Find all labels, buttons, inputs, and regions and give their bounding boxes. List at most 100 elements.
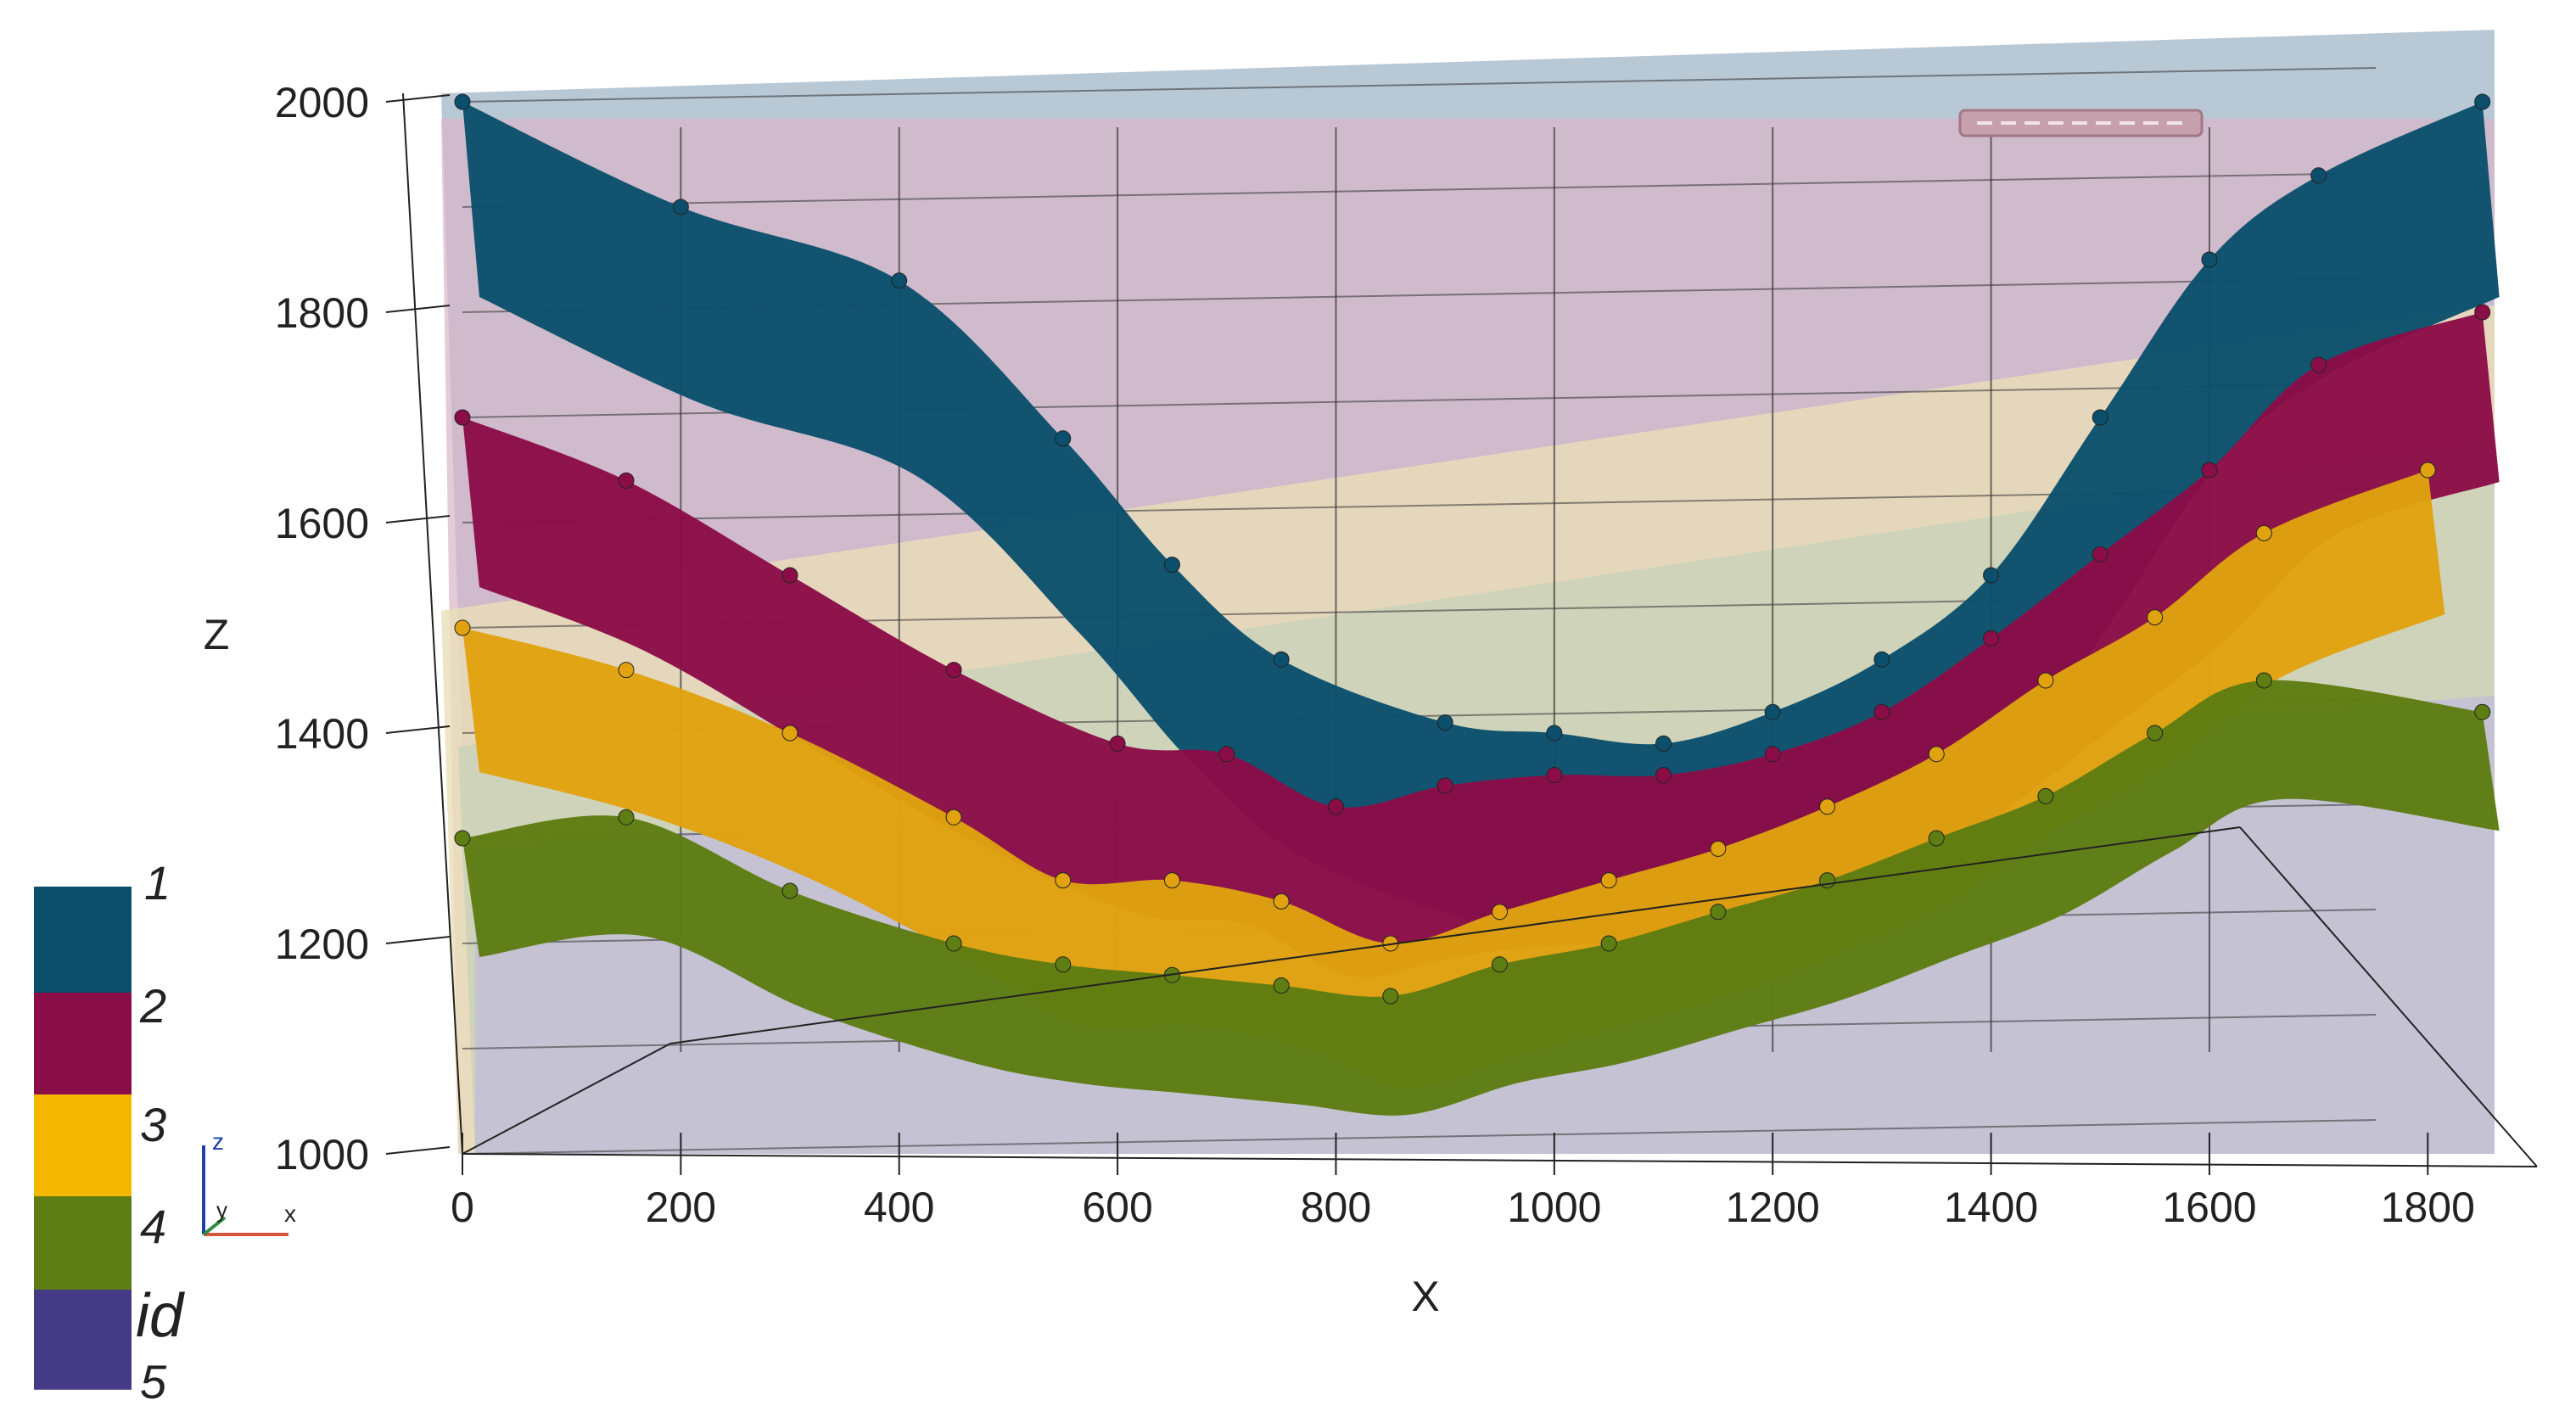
surface-2-point: [1546, 767, 1563, 784]
x-tick-label: 200: [646, 1184, 716, 1231]
legend-swatch-1: [34, 887, 132, 993]
z-tick-mark: [385, 305, 451, 313]
legend-swatch-4: [34, 1196, 132, 1290]
x-tick-label: 600: [1082, 1184, 1152, 1231]
legend-swatch-3: [34, 1094, 132, 1196]
surface-2-point: [2092, 546, 2108, 563]
surface-1-point: [1055, 430, 1072, 447]
z-tick-mark: [385, 1146, 451, 1155]
surface-3-point: [1819, 798, 1836, 815]
z-tick-mark: [385, 94, 451, 103]
surface-4-point: [781, 882, 798, 899]
surface-layers: [454, 93, 2500, 1116]
surface-3-point: [781, 725, 798, 742]
surface-4-point: [1492, 956, 1508, 973]
triad-y-label: y: [216, 1197, 227, 1223]
legend-label-3: 3: [140, 1098, 166, 1151]
z-tick-mark: [385, 515, 451, 523]
surface-4-point: [2474, 703, 2491, 720]
z-axis-ticks: 1000 1200 1400 1600 1800 2000: [275, 79, 451, 1178]
surface-3-point: [1710, 840, 1727, 857]
legend-swatch-5: [34, 1290, 132, 1390]
surface-4-point: [2255, 672, 2272, 689]
grid-line-z: [462, 67, 2377, 103]
surface-2-point: [1764, 746, 1781, 763]
surface-2-point: [1109, 735, 1126, 752]
surface-4-point: [1273, 977, 1290, 994]
axis-box: [402, 92, 2538, 1167]
surface-1-point: [2092, 409, 2108, 426]
legend-label-2: 2: [139, 979, 166, 1033]
surface-4-point: [1382, 988, 1399, 1005]
surface-2-point: [1983, 630, 2000, 647]
triad-z-label: z: [212, 1128, 224, 1155]
surface-2-point: [1327, 798, 1344, 815]
surface-1-point: [1764, 703, 1781, 720]
legend-label-4: 4: [140, 1200, 166, 1253]
surface-1-point: [2474, 93, 2491, 110]
surface-1-point: [2310, 167, 2327, 184]
surface-3-point: [1163, 872, 1180, 889]
surface-2-point: [2310, 356, 2327, 373]
x-tick-label: 800: [1301, 1184, 1371, 1231]
surface-2-point: [945, 662, 962, 679]
surface-3-point: [945, 809, 962, 826]
surface-4-point: [618, 809, 635, 826]
z-tick-label: 1000: [275, 1131, 369, 1178]
z-tick-label: 1600: [275, 500, 369, 547]
grid-line-z: [462, 1119, 2377, 1155]
surface-3-point: [1055, 872, 1072, 889]
surface-1-point: [454, 93, 471, 110]
surface-4-point: [1710, 904, 1727, 921]
surface-2-point: [1436, 777, 1453, 794]
surface-2-point: [618, 472, 635, 489]
x-tick-label: 1600: [2162, 1184, 2256, 1231]
surface-4-point: [1600, 935, 1617, 952]
surface-3-point: [454, 619, 471, 636]
grid-line-z: [462, 172, 2377, 208]
legend: 1 2 3 4 id 5: [34, 856, 185, 1405]
z-tick-mark: [385, 725, 451, 734]
legend-label-5: 5: [140, 1355, 167, 1405]
surface-2-point: [1873, 703, 1890, 720]
triad-x-label: x: [284, 1201, 296, 1227]
z-tick-label: 1800: [275, 289, 369, 337]
z-tick-label: 2000: [275, 79, 369, 126]
surface-3-point: [1492, 904, 1508, 921]
surface-3-point: [1273, 893, 1290, 910]
surface-2-point: [454, 409, 471, 426]
surface-3-point: [2037, 672, 2054, 689]
legend-label-1: 1: [144, 856, 171, 910]
surface-3-point: [2419, 462, 2436, 479]
z-tick-label: 1400: [275, 710, 369, 758]
surface-3-point: [618, 662, 635, 679]
surface-4-point: [1055, 956, 1072, 973]
x-axis-label: X: [1411, 1273, 1439, 1320]
surface-4-point: [2037, 787, 2054, 804]
surface-3-point: [2147, 609, 2164, 626]
surface-2-point: [1655, 767, 1672, 784]
x-tick-label: 1400: [1944, 1184, 2038, 1231]
x-tick-label: 1800: [2381, 1184, 2475, 1231]
surface-1-point: [891, 272, 908, 289]
surface-1-point: [672, 199, 689, 216]
surface-4-point: [1928, 830, 1945, 847]
surface-1-point: [1163, 557, 1180, 574]
z-tick-mark: [385, 936, 451, 944]
x-tick-label: 1200: [1726, 1184, 1820, 1231]
triad-y-axis: [202, 1216, 227, 1236]
surface-1-point: [1983, 567, 2000, 584]
z-tick-label: 1200: [275, 921, 369, 968]
surface-1-point: [2201, 251, 2218, 268]
surface-1-point: [1546, 725, 1563, 742]
surface-4-point: [454, 830, 471, 847]
z-axis-label: Z: [204, 611, 230, 658]
surface-3-point: [1600, 872, 1617, 889]
surface-1-point: [1436, 714, 1453, 731]
surface-4-point: [2147, 725, 2164, 742]
x-axis-ticks: 0 200 400 600 800 1000 1200 1400 1600 1800: [451, 1133, 2475, 1231]
surface-1-point: [1655, 735, 1672, 752]
surface-3-point: [2255, 524, 2272, 541]
surface-4: [462, 680, 2500, 1116]
